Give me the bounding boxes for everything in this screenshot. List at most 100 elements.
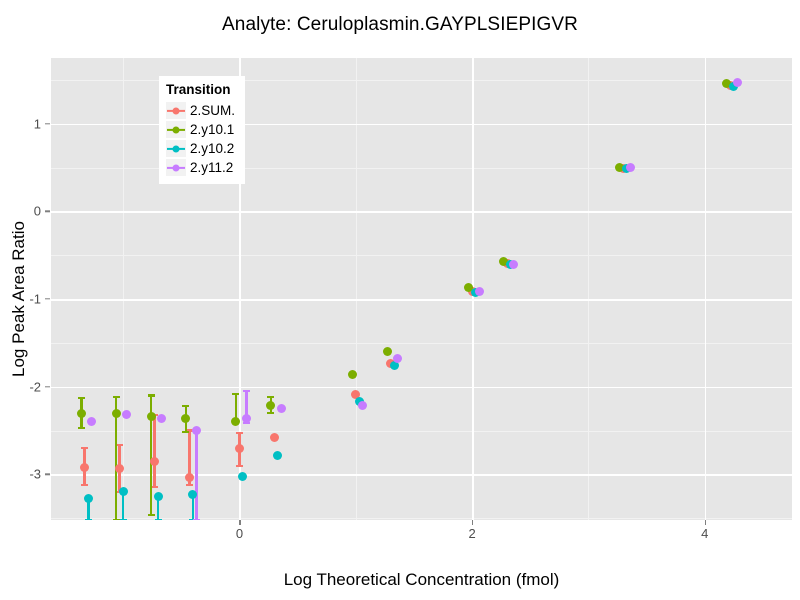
error-bar-cap xyxy=(112,518,120,520)
y-tick-mark xyxy=(45,473,50,476)
error-bar-cap xyxy=(81,483,89,487)
error-bar xyxy=(245,391,248,423)
x-tick-label: 2 xyxy=(468,526,476,541)
error-bar-cap xyxy=(182,431,190,434)
error-bar-cap xyxy=(232,392,240,395)
legend-key-icon xyxy=(166,121,186,138)
gridline-major-horizontal xyxy=(51,299,792,301)
data-point xyxy=(615,163,625,173)
y-tick-mark xyxy=(45,298,50,300)
data-point xyxy=(351,390,361,400)
data-point xyxy=(191,426,201,436)
legend-items: 2.SUM. 2.y10.1 2.y10.2 2.y11.2 xyxy=(166,101,235,177)
data-point xyxy=(231,417,241,427)
gridline-major-horizontal xyxy=(51,474,792,476)
error-bar-cap xyxy=(81,447,89,450)
gridline-minor-horizontal xyxy=(51,79,792,81)
legend-key-icon xyxy=(166,140,186,157)
gridline-minor-vertical xyxy=(588,58,590,520)
y-tick-mark xyxy=(45,386,50,388)
x-axis-title: Log Theoretical Concentration (fmol) xyxy=(283,570,560,589)
data-point xyxy=(238,471,248,481)
data-point xyxy=(464,283,474,293)
legend-item-label: 2.y10.1 xyxy=(190,122,235,137)
y-tick-mark xyxy=(45,210,50,213)
y-tick-label: -3 xyxy=(29,466,41,482)
gridline-major-horizontal xyxy=(51,123,792,126)
legend-item-2-y11-2[interactable]: 2.y11.2 xyxy=(166,158,235,177)
error-bar-cap xyxy=(182,404,190,408)
x-tick-label: 4 xyxy=(701,526,709,541)
legend-item-label: 2.y11.2 xyxy=(190,160,234,175)
error-bar-cap xyxy=(112,396,120,399)
error-bar xyxy=(114,397,118,520)
data-point xyxy=(273,450,283,460)
error-bar xyxy=(191,494,195,520)
data-point xyxy=(118,487,128,497)
data-point xyxy=(389,361,399,371)
data-point xyxy=(188,490,198,500)
data-point xyxy=(234,444,244,454)
data-point xyxy=(80,462,90,472)
error-bar xyxy=(234,393,238,423)
x-tick-mark xyxy=(472,520,474,525)
data-point xyxy=(122,410,132,420)
gridline-minor-horizontal xyxy=(51,255,792,257)
data-point xyxy=(732,78,742,88)
data-point xyxy=(474,286,484,296)
error-bar-cap xyxy=(84,518,92,520)
gridline-minor-horizontal xyxy=(51,518,792,520)
data-point xyxy=(153,491,163,501)
error-bar-cap xyxy=(242,390,250,393)
error-bar-cap xyxy=(192,518,200,520)
gridline-minor-vertical xyxy=(355,58,357,520)
data-point xyxy=(266,400,276,410)
data-point xyxy=(269,433,279,443)
error-bar-cap xyxy=(151,485,159,488)
gridline-major-vertical xyxy=(239,58,242,520)
legend: Transition 2.SUM. 2.y10.1 2.y10.2 2.y11.2 xyxy=(159,76,246,184)
data-point xyxy=(393,354,403,364)
error-bar-cap xyxy=(147,394,155,397)
y-tick-label: -1 xyxy=(29,291,41,307)
error-bar xyxy=(195,430,198,520)
x-tick-mark xyxy=(704,520,707,525)
error-bar-cap xyxy=(185,429,193,432)
data-point xyxy=(347,369,357,379)
legend-item-2-y10-2[interactable]: 2.y10.2 xyxy=(166,139,235,158)
legend-key-icon xyxy=(166,102,186,119)
error-bar xyxy=(156,496,160,520)
data-point xyxy=(146,412,156,422)
error-bar-cap xyxy=(116,443,124,446)
y-tick-label: -2 xyxy=(29,379,41,395)
data-point xyxy=(150,456,160,466)
data-point xyxy=(382,347,392,357)
data-point xyxy=(241,413,251,423)
data-point xyxy=(157,413,166,423)
legend-item-label: 2.SUM. xyxy=(190,103,236,118)
data-point xyxy=(115,463,125,473)
error-bar-cap xyxy=(235,464,243,467)
gridline-minor-vertical xyxy=(123,58,125,520)
y-tick-mark xyxy=(45,123,50,125)
error-bar-cap xyxy=(147,513,155,516)
y-tick-label: 1 xyxy=(33,116,41,132)
y-axis-title: Log Peak Area Ratio xyxy=(9,221,28,377)
error-bar xyxy=(86,498,90,520)
legend-item-2-y10-1[interactable]: 2.y10.1 xyxy=(166,120,235,139)
legend-item-2-sum-[interactable]: 2.SUM. xyxy=(166,101,235,120)
error-bar-cap xyxy=(77,397,85,400)
error-bar xyxy=(153,414,156,487)
error-bar-cap xyxy=(267,411,275,415)
error-bar-cap xyxy=(119,518,127,520)
legend-title: Transition xyxy=(166,82,231,97)
error-bar xyxy=(188,430,191,485)
data-point xyxy=(87,417,97,427)
gridline-minor-horizontal xyxy=(51,342,792,344)
gridline-minor-horizontal xyxy=(51,430,792,432)
data-point xyxy=(276,404,286,414)
legend-key-icon xyxy=(166,159,186,176)
data-point xyxy=(509,259,519,269)
error-bar-cap xyxy=(154,518,162,520)
